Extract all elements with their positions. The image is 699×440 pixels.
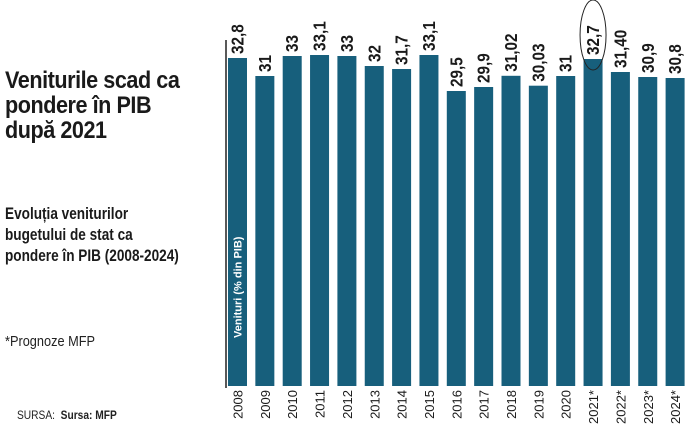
x-tick-2012: 2012 <box>340 390 355 419</box>
bar-2023* <box>638 77 658 386</box>
x-tick-2008: 2008 <box>231 390 246 419</box>
bar-2016 <box>446 91 466 386</box>
x-tick-2022*: 2022* <box>613 390 628 424</box>
bar-2014 <box>392 69 412 386</box>
source: SURSA: Sursa: MFP <box>17 408 117 422</box>
bar-2010 <box>282 56 302 386</box>
chart-subtitle: Evoluția veniturilor bugetului de stat c… <box>5 204 179 265</box>
data-label-2011: 33,1 <box>309 21 329 51</box>
data-label-2024*: 30,8 <box>665 44 685 74</box>
bar-2017 <box>474 87 494 386</box>
data-label-2019: 30,03 <box>528 43 548 81</box>
x-tick-2011: 2011 <box>313 390 328 418</box>
data-label-2020: 31 <box>556 55 576 72</box>
bar-2015 <box>419 55 439 386</box>
data-label-2013: 32 <box>364 45 384 62</box>
x-tick-2021*: 2021* <box>586 390 601 424</box>
x-tick-2020: 2020 <box>559 390 574 419</box>
x-tick-2024*: 2024* <box>668 390 683 424</box>
bar-2009 <box>255 76 275 386</box>
bar-2012 <box>337 56 357 386</box>
highlight-circle <box>579 0 607 71</box>
bar-2008 <box>228 58 247 386</box>
x-tick-2010: 2010 <box>285 390 300 419</box>
x-tick-2013: 2013 <box>367 390 382 419</box>
forecast-note: *Prognoze MFP <box>5 333 96 350</box>
chart-title: Veniturile scad ca pondere în PIB după 2… <box>5 67 180 144</box>
data-label-2008: 32,8 <box>227 24 247 54</box>
bar-2019 <box>528 85 548 386</box>
x-tick-2016: 2016 <box>449 390 464 419</box>
bar-2024* <box>665 78 685 386</box>
data-label-2012: 33 <box>337 35 357 52</box>
data-label-2017: 29,9 <box>473 53 493 83</box>
data-label-2016: 29,5 <box>446 57 466 87</box>
bar-2013 <box>364 66 384 386</box>
x-tick-2009: 2009 <box>258 390 273 419</box>
data-label-2022*: 31,40 <box>610 30 630 68</box>
y-axis-label: Venituri (% din PIB) <box>233 236 245 338</box>
bar-2020 <box>556 76 576 386</box>
data-label-2018: 31,02 <box>501 34 521 72</box>
x-tick-2015: 2015 <box>422 390 437 419</box>
data-label-2014: 31,7 <box>391 35 411 65</box>
x-tick-2018: 2018 <box>504 390 519 419</box>
x-tick-2023*: 2023* <box>641 390 656 424</box>
x-tick-2019: 2019 <box>531 390 546 419</box>
data-label-2009: 31 <box>255 55 275 72</box>
data-label-2021*: 32,7 <box>583 25 603 55</box>
data-label-2023*: 30,9 <box>638 43 658 73</box>
x-tick-2017: 2017 <box>477 390 492 419</box>
bar-2018 <box>501 75 521 387</box>
data-label-2010: 33 <box>282 35 302 52</box>
bar-2011 <box>310 55 330 386</box>
bar-2021* <box>583 59 603 386</box>
source-value: Sursa: MFP <box>60 408 117 422</box>
data-label-2015: 33,1 <box>419 21 439 51</box>
source-label: SURSA: <box>17 408 55 422</box>
x-tick-2014: 2014 <box>395 390 410 419</box>
bar-2022* <box>610 72 630 386</box>
